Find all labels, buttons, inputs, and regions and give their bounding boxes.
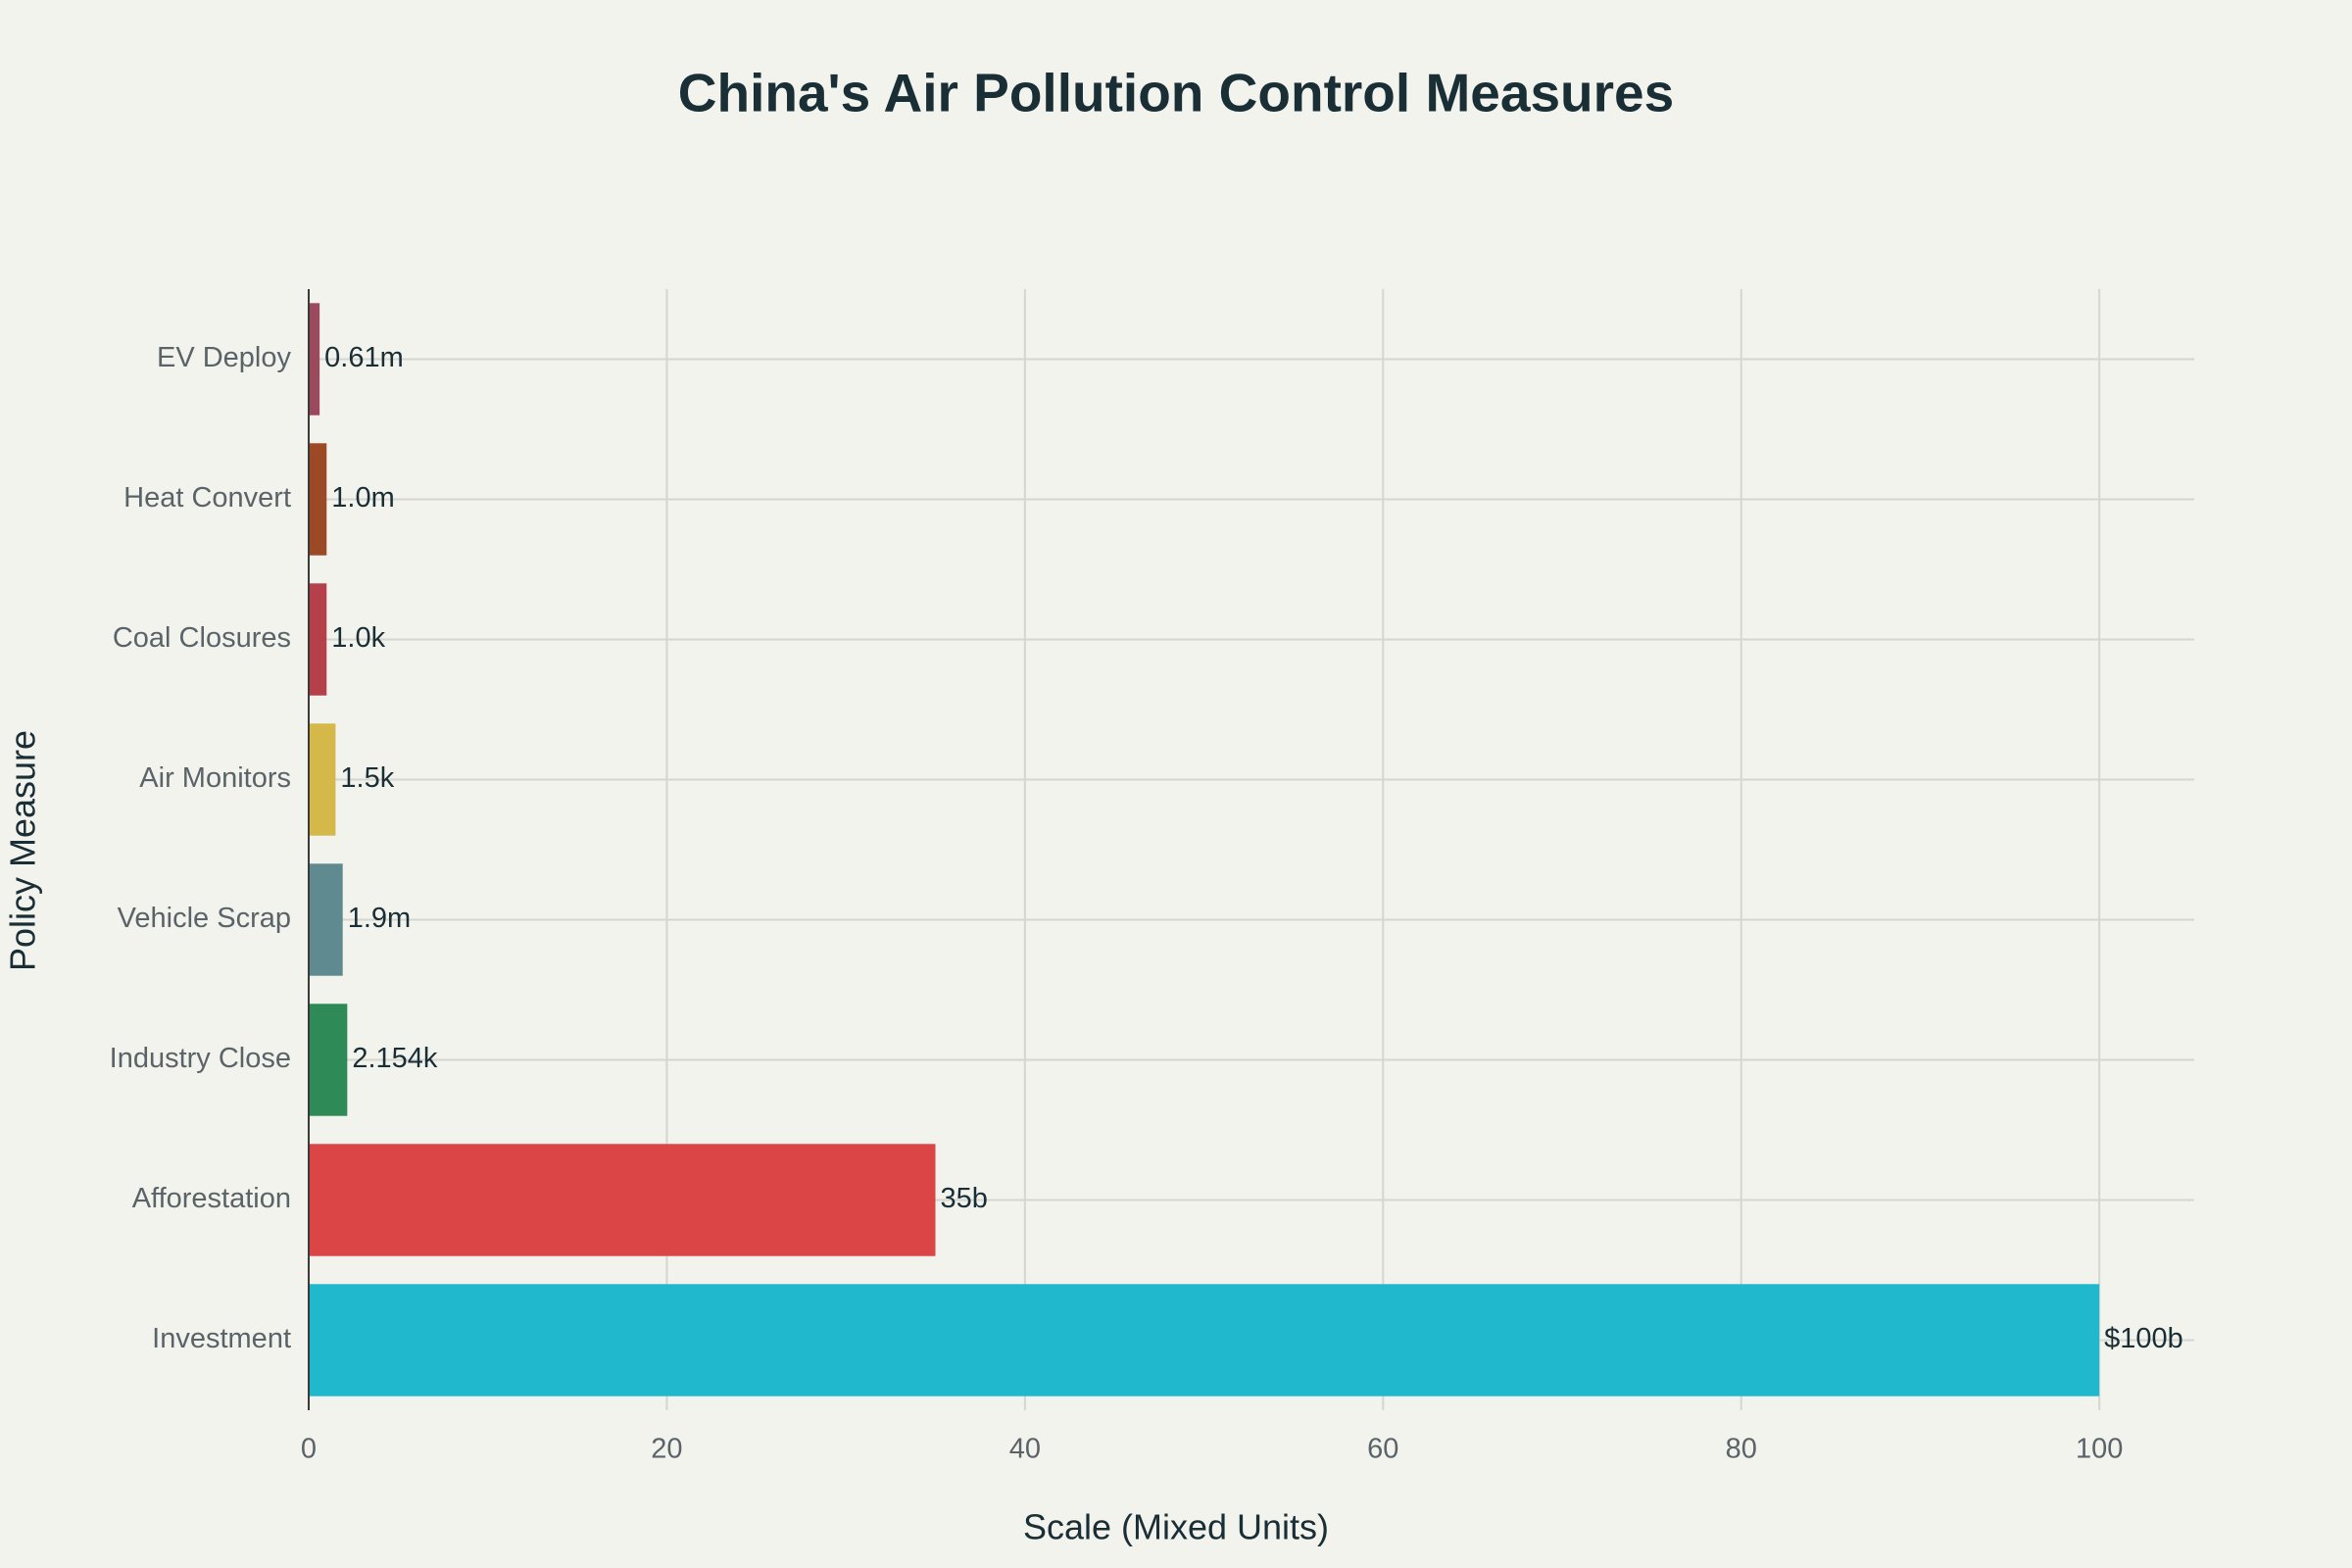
value-label: $100b [2104, 1323, 2183, 1354]
x-tick-label: 40 [1009, 1434, 1041, 1465]
bar [309, 1144, 936, 1256]
x-tick-label: 80 [1726, 1434, 1757, 1465]
bar [309, 303, 320, 416]
value-label: 35b [941, 1183, 988, 1214]
bar [309, 723, 336, 836]
y-tick-label: EV Deploy [157, 342, 292, 373]
value-label: 1.0k [331, 622, 385, 654]
x-tick-label: 60 [1367, 1434, 1398, 1465]
y-tick-label: Industry Close [110, 1043, 291, 1074]
y-tick-label: Investment [152, 1323, 291, 1354]
value-label: 2.154k [352, 1043, 438, 1074]
x-axis-title: Scale (Mixed Units) [1023, 1507, 1329, 1547]
value-label: 0.61m [324, 342, 404, 373]
bar [309, 443, 327, 556]
bar [309, 583, 327, 696]
y-tick-label: Air Monitors [139, 762, 291, 794]
bar [309, 1004, 348, 1116]
bar [309, 1284, 2100, 1396]
y-tick-label: Afforestation [132, 1183, 291, 1214]
y-axis-title: Policy Measure [3, 730, 43, 971]
value-label: 1.5k [340, 762, 394, 794]
bar [309, 863, 343, 976]
y-tick-label: Coal Closures [113, 622, 291, 654]
x-tick-label: 20 [651, 1434, 682, 1465]
y-tick-label: Heat Convert [123, 482, 291, 514]
y-tick-label: Vehicle Scrap [118, 903, 291, 934]
x-tick-label: 0 [301, 1434, 317, 1465]
x-tick-label: 100 [2076, 1434, 2123, 1465]
value-label: 1.0m [331, 482, 394, 514]
value-label: 1.9m [348, 903, 411, 934]
chart-title: China's Air Pollution Control Measures [678, 63, 1674, 123]
